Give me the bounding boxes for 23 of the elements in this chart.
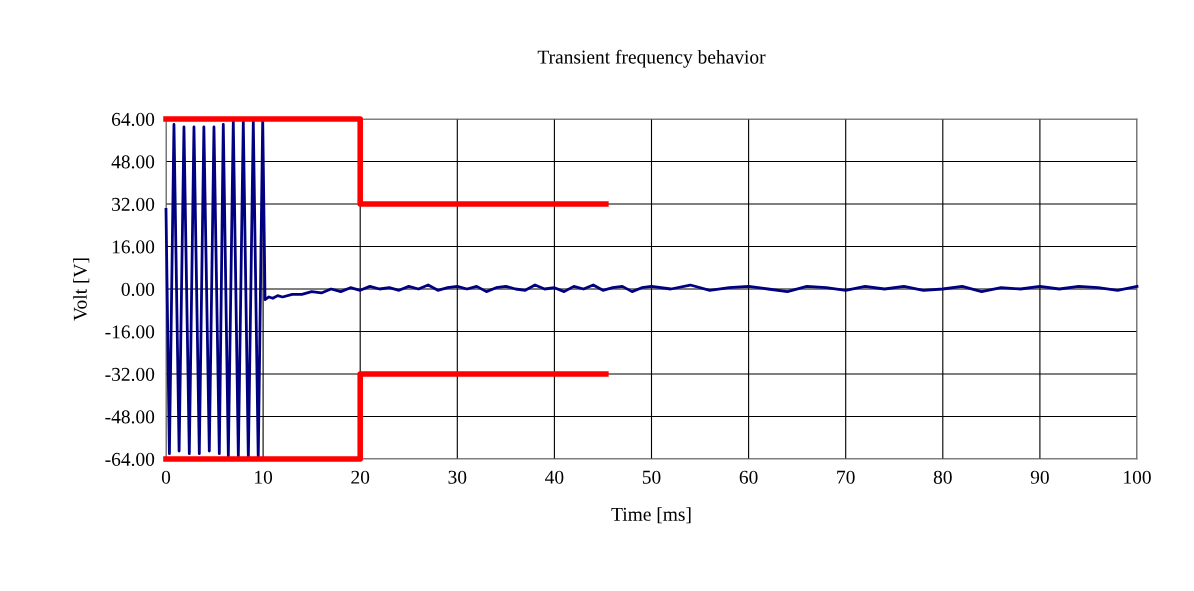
x-tick-label: 50 xyxy=(642,470,661,484)
chart-title: Transient frequency behavior xyxy=(537,49,766,68)
y-tick-label: 32.00 xyxy=(112,197,155,212)
x-tick-label: 10 xyxy=(255,470,273,484)
y-tick-label: 48.00 xyxy=(111,155,155,169)
x-tick-label: 60 xyxy=(739,470,758,484)
x-tick-label: 30 xyxy=(448,470,467,484)
y-tick-label: 16.00 xyxy=(112,240,155,254)
y-tick-label: -32.00 xyxy=(105,367,155,382)
y-tick-label: -16.00 xyxy=(105,325,155,339)
y-tick-label: -48.00 xyxy=(105,410,155,424)
y-axis-title: Volt [V] xyxy=(73,258,90,321)
x-axis-title: Time [ms] xyxy=(611,507,691,524)
x-tick-label: 20 xyxy=(351,470,370,484)
x-tick-label: 70 xyxy=(837,470,855,484)
x-tick-label: 40 xyxy=(545,470,564,484)
y-tick-label: 0.00 xyxy=(121,282,155,297)
x-tick-label: 0 xyxy=(161,470,171,484)
x-tick-label: 90 xyxy=(1030,470,1049,484)
x-tick-label: 100 xyxy=(1124,470,1151,484)
y-tick-label: -64.00 xyxy=(105,452,155,467)
y-tick-label: 64.00 xyxy=(111,112,155,127)
x-tick-label: 80 xyxy=(933,470,952,484)
